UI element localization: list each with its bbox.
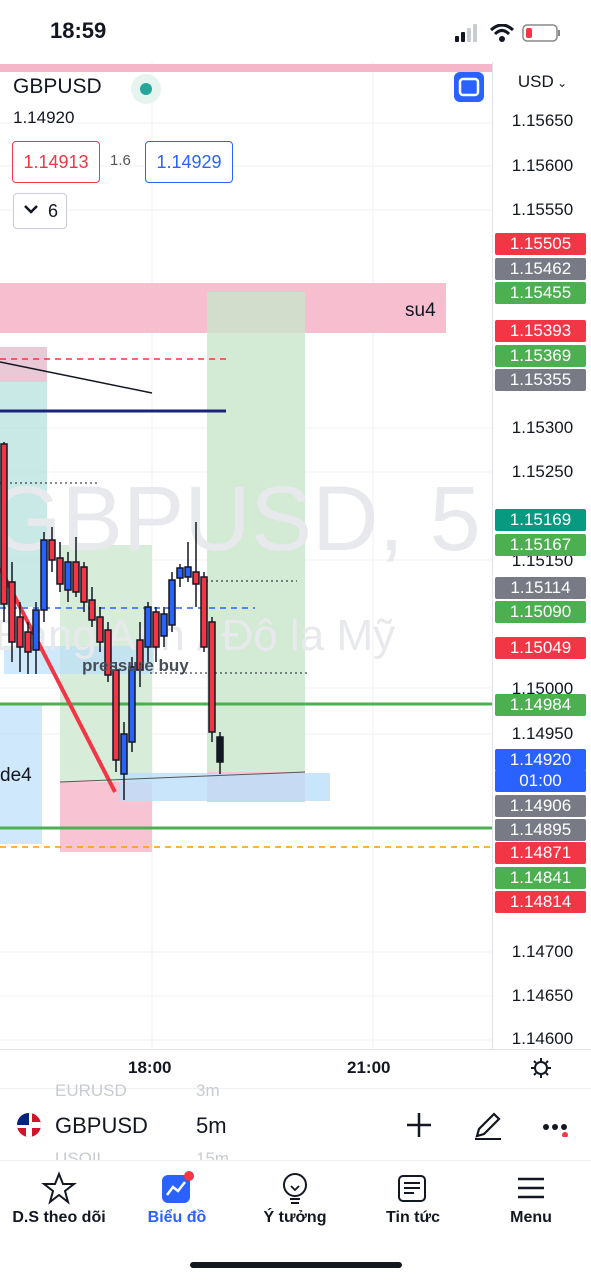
nav-menu[interactable]: Menu: [472, 1161, 590, 1241]
red-trend-line: [0, 567, 117, 793]
nav-label: Tin tức: [386, 1209, 440, 1226]
indicators-collapse-button[interactable]: 6: [13, 193, 67, 229]
blue-zone-left: [0, 704, 42, 844]
clock: 18:59: [50, 18, 107, 43]
nav-label: Menu: [510, 1209, 552, 1226]
nav-label: D.S theo dõi: [12, 1209, 106, 1226]
price-tag: 1.15355: [495, 369, 586, 391]
price-tag: 1.14984: [495, 694, 586, 716]
price-tag: 1.14841: [495, 867, 586, 889]
price-tick: 1.15550: [511, 200, 574, 219]
bottom-navigation: D.S theo dõi Biểu đồ Ý tưởng Tin tức Men…: [0, 1160, 591, 1281]
status-icons: [455, 24, 560, 42]
pink-small-zone: [0, 347, 47, 382]
news-icon: [398, 1175, 426, 1202]
drawing-pen-icon[interactable]: [472, 1109, 504, 1146]
chart-symbol[interactable]: GBPUSD: [13, 75, 102, 98]
add-plus-icon[interactable]: [405, 1111, 433, 1144]
blue-zone-bottom: [120, 773, 330, 801]
price-tick: 1.15600: [511, 156, 574, 175]
top-zone-strip: [0, 64, 492, 72]
symbol-name[interactable]: GBPUSD: [55, 1113, 148, 1138]
market-open-indicator: [131, 74, 161, 104]
price-tick: 1.15650: [511, 111, 574, 130]
nav-chart[interactable]: Biểu đồ: [118, 1161, 236, 1241]
menu-icon: [518, 1177, 544, 1199]
price-tag: 1.15393: [495, 320, 586, 342]
battery-icon: [522, 24, 560, 42]
signal-icon: [455, 24, 477, 42]
symbol-toolbar: EURUSD 3m USOIL 15m GBPUSD 5m: [0, 1081, 591, 1168]
home-indicator: [190, 1262, 402, 1268]
status-bar: 18:59: [0, 0, 591, 62]
ghost-symbol-top: EURUSD: [55, 1081, 127, 1100]
nav-label: Ý tưởng: [263, 1209, 327, 1226]
time-label: 21:00: [347, 1058, 391, 1077]
uk-us-flag-icon: [17, 1113, 41, 1137]
time-label: 18:00: [128, 1058, 172, 1077]
price-tick: 1.14600: [511, 1029, 574, 1048]
spread-value: 1.6: [110, 152, 131, 169]
su4-label: su4: [405, 300, 436, 321]
black-trend-line: [0, 361, 153, 394]
nav-watchlist[interactable]: D.S theo dõi: [0, 1161, 118, 1241]
price-tag: 1.14814: [495, 891, 586, 913]
price-tick: 1.15250: [511, 462, 574, 481]
entry-line: [59, 771, 306, 783]
price-axis[interactable]: USD ⌄ 1.15650 1.15600 1.15550 1.15300 1.1525…: [492, 62, 591, 1049]
price-tag: 1.15090: [495, 601, 586, 623]
teal-zone: [0, 347, 47, 607]
ghost-interval-top: 3m: [196, 1081, 220, 1100]
star-icon: [41, 1171, 77, 1205]
price-tag: 1.15455: [495, 282, 586, 304]
more-options-icon[interactable]: [543, 1123, 571, 1142]
chevron-down-icon: ⌄: [553, 76, 568, 90]
pressure-buy-label: pressure buy: [82, 656, 189, 675]
indicator-count: 6: [48, 201, 59, 221]
price-tag: 1.15462: [495, 258, 586, 280]
price-tag: 1.15049: [495, 637, 586, 659]
price-tag: 1.14895: [495, 819, 586, 841]
long-position-profit: [207, 292, 305, 772]
price-tag: 1.14920: [495, 749, 586, 771]
price-tag: 1.15505: [495, 233, 586, 255]
settings-gear-icon[interactable]: [530, 1057, 552, 1084]
buy-button[interactable]: 1.14929: [145, 141, 233, 183]
chevron-down-icon: [22, 193, 40, 238]
price-tag: 1.15169: [495, 509, 586, 531]
last-price: 1.14920: [13, 108, 75, 127]
chart-icon: [162, 1171, 194, 1203]
price-tick: 1.15000: [511, 679, 574, 698]
nav-ideas[interactable]: Ý tưởng: [236, 1161, 354, 1241]
price-tag: 1.15369: [495, 345, 586, 367]
price-tag: 01:00: [495, 770, 586, 792]
nav-news[interactable]: Tin tức: [354, 1161, 472, 1241]
watermark-symbol: GBPUSD, 5: [0, 468, 481, 570]
price-tick: 1.14950: [511, 724, 574, 743]
candles: [0, 442, 224, 800]
wifi-icon: [489, 24, 515, 42]
watermark-name: Bảng Anh / Đô la Mỹ: [0, 611, 395, 660]
sell-button[interactable]: 1.14913: [12, 141, 100, 183]
currency-selector[interactable]: USD ⌄: [517, 72, 568, 91]
price-tick: 1.14700: [511, 942, 574, 961]
price-tag: 1.15114: [495, 577, 586, 599]
price-tick: 1.14650: [511, 986, 574, 1005]
price-tick: 1.15300: [511, 418, 574, 437]
time-axis[interactable]: 18:00 21:00: [0, 1049, 591, 1088]
fullscreen-icon[interactable]: [454, 72, 484, 102]
price-tag: 1.15167: [495, 534, 586, 556]
chart-pane[interactable]: GBPUSD, 5 Bảng Anh / Đô la Mỹ: [0, 62, 492, 1049]
interval-selector[interactable]: 5m: [196, 1113, 227, 1138]
lightbulb-icon: [283, 1173, 307, 1204]
nav-label: Biểu đồ: [147, 1209, 207, 1226]
price-tag: 1.14871: [495, 842, 586, 864]
de4-label: de4: [0, 765, 32, 786]
price-tag: 1.14906: [495, 795, 586, 817]
